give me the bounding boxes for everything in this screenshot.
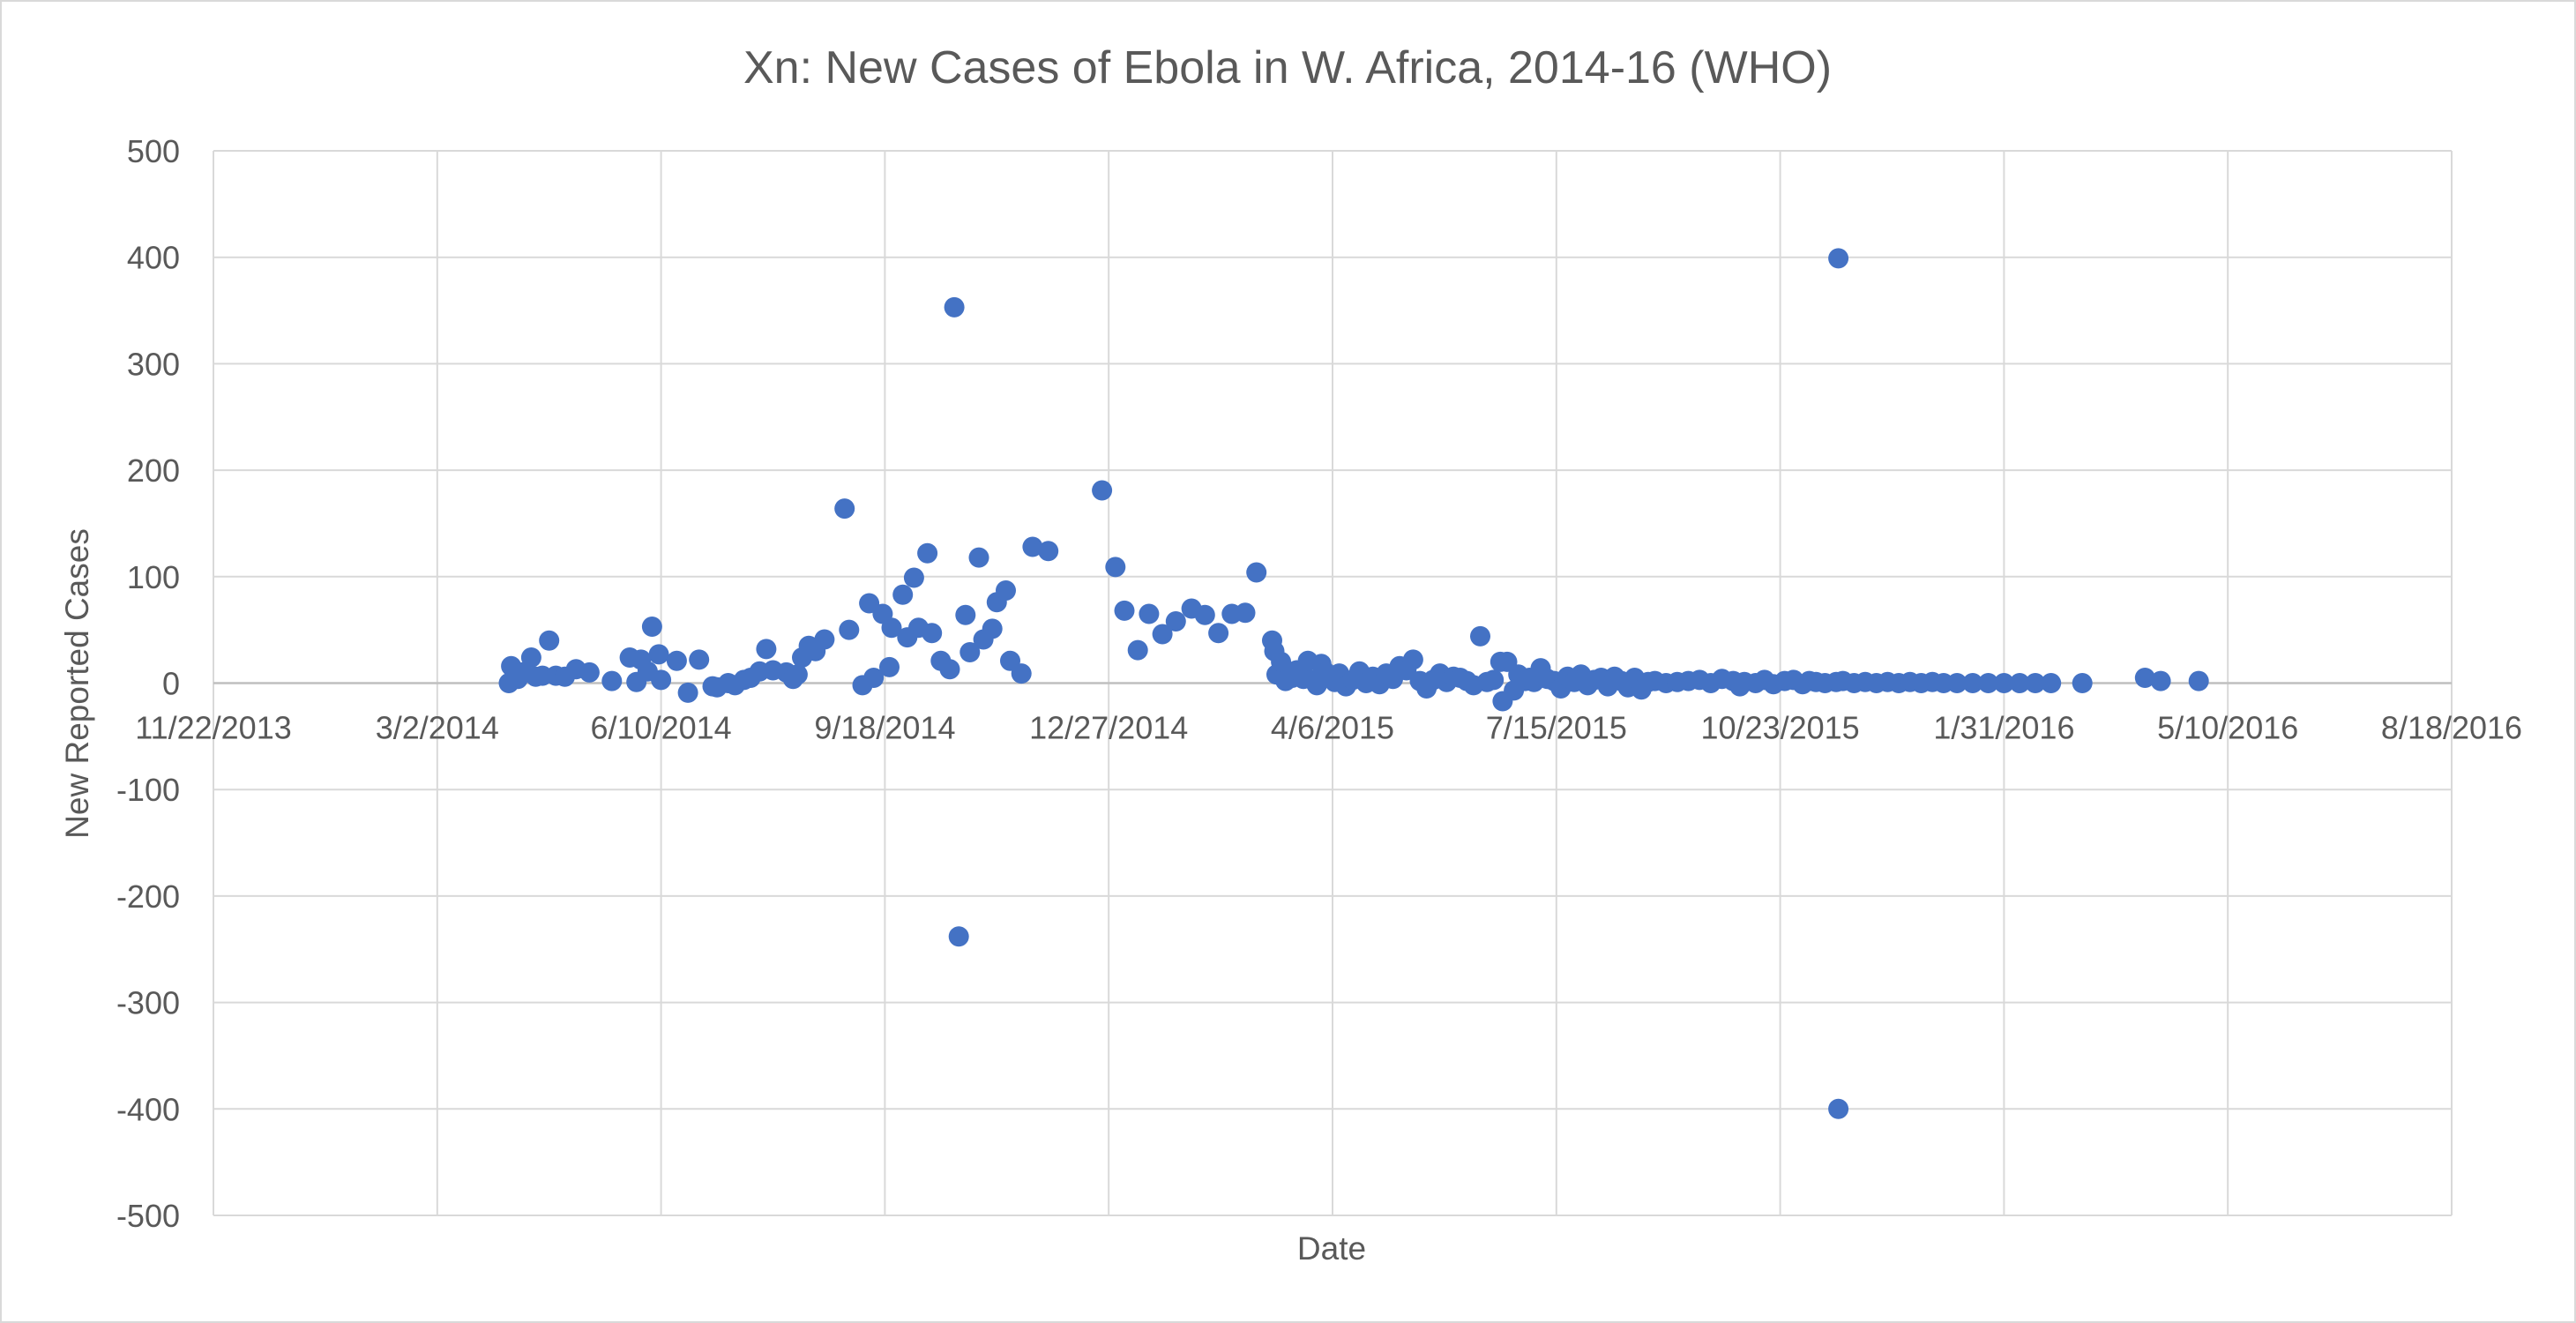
y-tick-label: 0 [162, 666, 180, 702]
data-point [968, 547, 989, 568]
data-point [2134, 668, 2155, 688]
x-tick-label: 4/6/2015 [1271, 710, 1394, 746]
data-point [1194, 604, 1215, 625]
data-point [939, 659, 960, 680]
data-point [1105, 557, 1126, 578]
data-point [520, 647, 541, 668]
data-point [1139, 603, 1160, 624]
data-point [1208, 623, 1229, 644]
y-tick-label: 400 [127, 240, 180, 276]
data-point [1127, 639, 1148, 661]
data-point [839, 619, 860, 640]
x-tick-label: 12/27/2014 [1029, 710, 1188, 746]
data-point [1092, 480, 1113, 501]
data-point [1022, 536, 1043, 557]
x-tick-label: 10/23/2015 [1701, 710, 1860, 746]
data-point [1152, 624, 1173, 645]
data-point [959, 642, 981, 662]
y-tick-label: -200 [116, 878, 180, 915]
y-tick-label: -100 [116, 772, 180, 808]
x-tick-label: 6/10/2014 [591, 710, 732, 746]
y-tick-label: 200 [127, 452, 180, 489]
data-point [922, 623, 943, 644]
data-point [948, 926, 969, 947]
data-point [689, 649, 710, 670]
x-tick-label: 5/10/2016 [2157, 710, 2298, 746]
data-point [917, 542, 938, 564]
x-tick-label: 9/18/2014 [814, 710, 955, 746]
data-point [1470, 625, 1490, 647]
y-tick-label: 500 [127, 133, 180, 169]
x-tick-label: 8/18/2016 [2381, 710, 2522, 746]
y-tick-label: -500 [116, 1198, 180, 1234]
data-point [982, 618, 1003, 639]
data-points [498, 248, 2209, 1119]
data-point [903, 567, 924, 588]
data-point [648, 644, 669, 665]
y-tick-label: -300 [116, 985, 180, 1021]
data-point [641, 617, 662, 637]
x-axis-tick-labels: 11/22/2013 3/2/2014 6/10/2014 9/18/2014 12/2… [135, 710, 2522, 746]
data-point [1246, 562, 1267, 583]
data-point [2188, 670, 2209, 691]
data-point [677, 682, 698, 703]
data-point [1402, 649, 1423, 670]
y-axis-title: New Reported Cases [59, 528, 95, 839]
data-point [1993, 673, 2014, 693]
data-point [539, 630, 560, 651]
data-point [2009, 673, 2030, 693]
data-point [879, 656, 900, 677]
data-point [601, 670, 623, 691]
y-tick-label: -400 [116, 1091, 180, 1127]
y-tick-label: 100 [127, 559, 180, 595]
data-point [1038, 541, 1059, 562]
data-point [1828, 248, 1849, 269]
data-point [863, 668, 885, 688]
data-point [787, 664, 808, 685]
data-point [814, 629, 835, 650]
data-point [651, 669, 672, 691]
x-tick-label: 7/15/2015 [1486, 710, 1627, 746]
data-point [2150, 670, 2171, 691]
data-point [2025, 673, 2046, 693]
data-point [2041, 673, 2062, 693]
data-point [1946, 673, 1967, 693]
data-point [1271, 651, 1292, 672]
x-tick-label: 1/31/2016 [1933, 710, 2074, 746]
x-axis-title: Date [1297, 1230, 1366, 1267]
data-point [1165, 611, 1186, 632]
data-point [834, 498, 855, 519]
x-tick-label: 3/2/2014 [376, 710, 499, 746]
data-point [881, 617, 902, 639]
data-point [892, 584, 914, 605]
data-point [944, 296, 965, 318]
data-point [579, 662, 600, 683]
data-point [1978, 673, 1999, 693]
y-axis-tick-labels: 500 400 300 200 100 0 -100 -200 -300 -400 -500 [116, 133, 180, 1234]
data-point [756, 639, 777, 660]
data-point [2072, 673, 2093, 693]
data-point [1828, 1098, 1849, 1119]
data-point [1235, 602, 1256, 624]
data-point [1011, 663, 1032, 684]
data-point [1114, 600, 1135, 621]
y-tick-label: 300 [127, 346, 180, 382]
data-point [666, 650, 687, 671]
chart-title: Xn: New Cases of Ebola in W. Africa, 201… [743, 42, 1832, 93]
data-point [955, 604, 976, 625]
data-point [996, 580, 1016, 601]
data-point [1483, 669, 1505, 691]
data-point [1962, 673, 1983, 693]
x-tick-label: 11/22/2013 [135, 710, 292, 746]
